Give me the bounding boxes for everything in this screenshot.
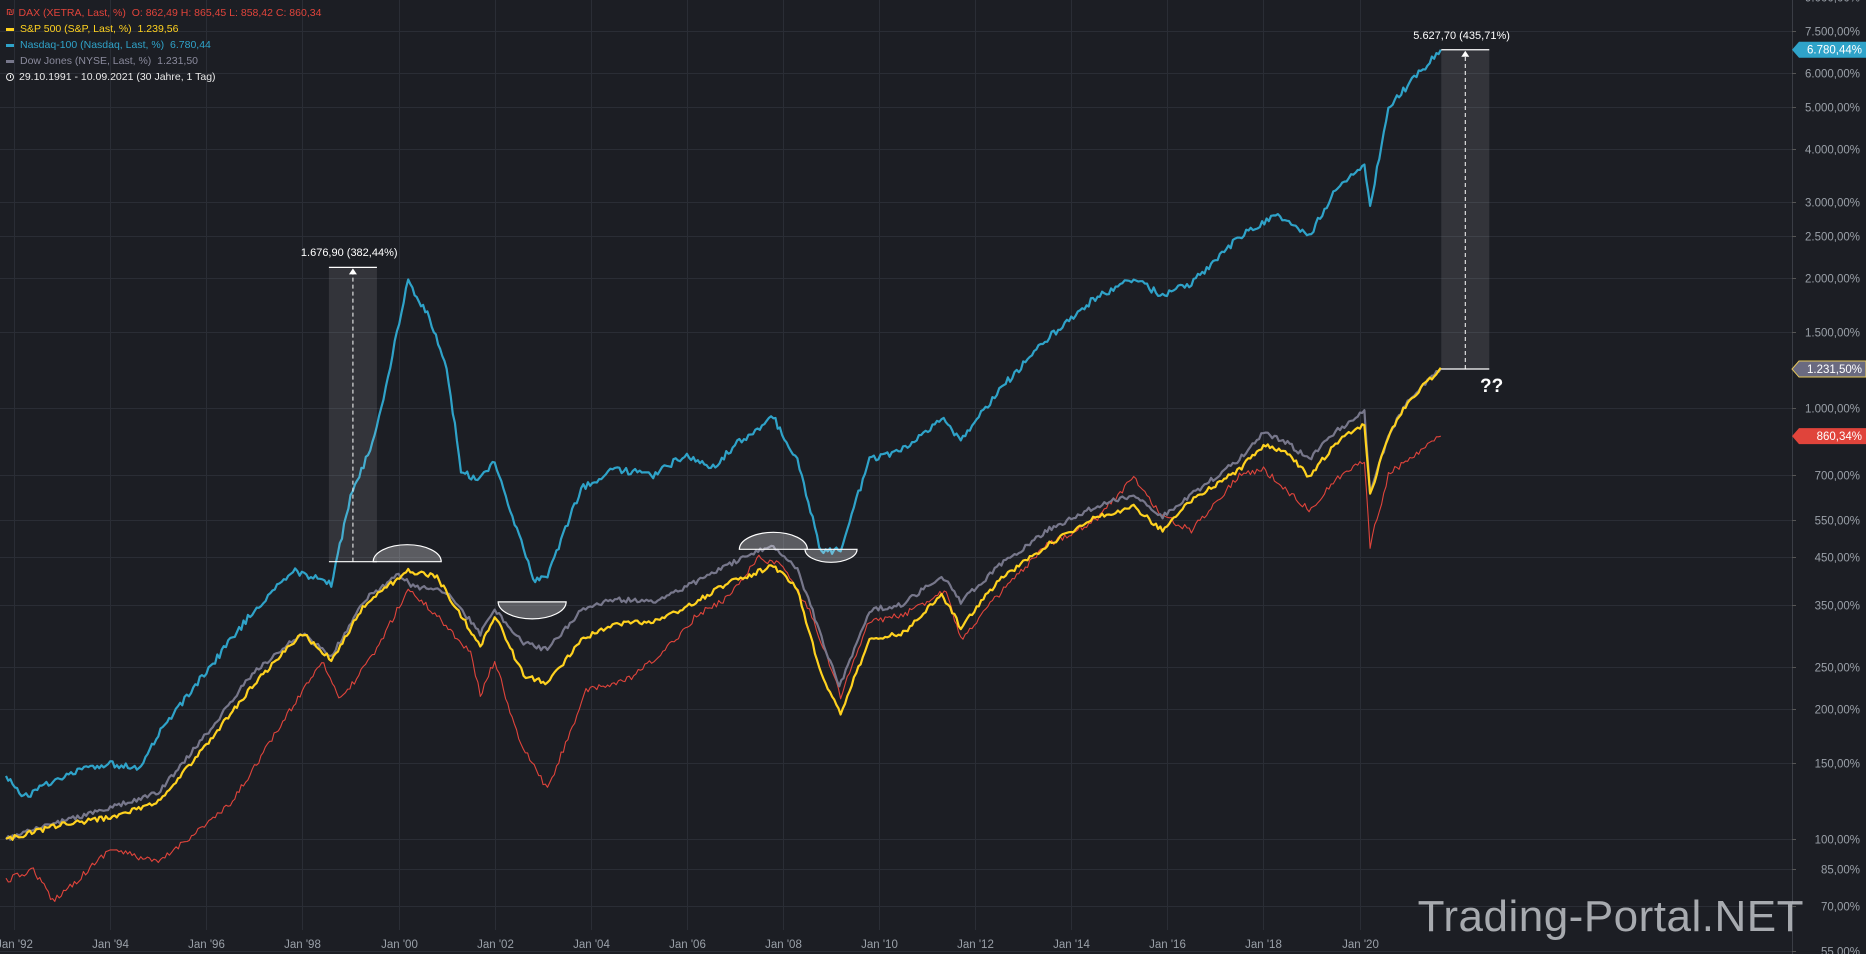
- y-tick-label: 9.000,00%: [1805, 0, 1860, 5]
- line-swatch-icon: [6, 43, 14, 47]
- y-tick-label: 150,00%: [1815, 759, 1860, 771]
- y-tick-label: 700,00%: [1815, 471, 1860, 483]
- x-tick-label: Jan '98: [284, 939, 321, 951]
- y-tick-label: 100,00%: [1815, 835, 1860, 847]
- legend: ₪ DAX (XETRA, Last, %) O: 862,49 H: 865,…: [6, 5, 321, 85]
- legend-dax[interactable]: ₪ DAX (XETRA, Last, %) O: 862,49 H: 865,…: [6, 5, 321, 21]
- y-tick-label: 1.000,00%: [1805, 404, 1860, 416]
- series-layer: [5, 49, 1442, 902]
- dax-last-value-tag: 860,34%: [1792, 428, 1866, 445]
- y-tick-label: 1.500,00%: [1805, 328, 1860, 340]
- y-tick-label: 70,00%: [1821, 902, 1860, 914]
- x-tick-label: Jan '02: [477, 939, 514, 951]
- legend-dow[interactable]: Dow Jones (NYSE, Last, %) 1.231,50: [6, 53, 321, 69]
- grid: [0, 0, 1792, 952]
- x-tick-label: Jan '08: [765, 939, 802, 951]
- measure-box: [1441, 49, 1490, 370]
- price-tag-shape: [1792, 41, 1866, 58]
- price-tag-label: 1.231,50%: [1807, 364, 1862, 376]
- measure-label-current: 5.627,70 (435,71%): [1413, 29, 1510, 42]
- y-tick-label: 2.000,00%: [1805, 274, 1860, 286]
- measure-arrowhead: [1461, 50, 1470, 57]
- x-tick-label: Jan '16: [1149, 939, 1186, 951]
- y-tick-label: 6.000,00%: [1805, 69, 1860, 81]
- y-tick-label: 2.500,00%: [1805, 232, 1860, 244]
- measure-arrowhead: [348, 268, 357, 275]
- top-arc-marker: [738, 531, 808, 550]
- sp500-series-line: [5, 367, 1442, 841]
- x-tick-label: Jan '18: [1245, 939, 1282, 951]
- x-tick-label: Jan '10: [861, 939, 898, 951]
- price-tag-label: 6.780,44%: [1807, 45, 1862, 57]
- measure-label-dotcom: 1.676,90 (382,44%): [300, 247, 398, 260]
- y-tick-label: 550,00%: [1815, 516, 1860, 528]
- legend-dax-ohlc: O: 862,49 H: 865,45 L: 858,42 C: 860,34: [131, 7, 322, 19]
- annotation-layer: [328, 49, 1490, 620]
- y-tick-label: 250,00%: [1815, 663, 1860, 675]
- legend-sp500-label: S&P 500 (S&P, Last, %): [20, 23, 132, 35]
- x-tick-label: Jan '00: [381, 939, 418, 951]
- y-tick-label: 7.500,00%: [1805, 27, 1860, 39]
- legend-nasdaq-value: 6.780,44: [170, 39, 211, 51]
- price-tag-shape: [1791, 360, 1866, 378]
- legend-dow-value: 1.231,50: [157, 55, 199, 67]
- dow-series-line: [5, 368, 1442, 841]
- nasdaq-series-line: [5, 49, 1442, 798]
- bottom-arc-marker: [497, 601, 567, 620]
- y-tick-label: 3.000,00%: [1805, 198, 1860, 210]
- legend-sp500-value: 1.239,56: [137, 23, 179, 35]
- clock-icon: [6, 73, 14, 81]
- legend-dow-label: Dow Jones (NYSE, Last, %): [20, 55, 152, 67]
- y-tick-label: 85,00%: [1821, 865, 1860, 877]
- y-tick-label: 4.000,00%: [1805, 145, 1860, 157]
- line-swatch-icon: [6, 59, 14, 63]
- dow-last-value-tag: 1.231,50%: [1791, 360, 1866, 378]
- x-tick-label: Jan '04: [573, 939, 610, 951]
- legend-dax-label: DAX (XETRA, Last, %): [18, 7, 126, 19]
- x-tick-label: Jan '92: [0, 939, 33, 951]
- dax-series-line: [5, 435, 1441, 902]
- x-tick-label: Jan '94: [92, 939, 129, 951]
- price-tag-shape: [1792, 428, 1866, 445]
- x-tick-label: Jan '12: [957, 939, 994, 951]
- candlestick-icon: ₪: [6, 7, 15, 18]
- legend-range[interactable]: 29.10.1991 - 10.09.2021 (30 Jahre, 1 Tag…: [6, 69, 321, 85]
- question-annotation: ??: [1480, 376, 1504, 397]
- x-tick-label: Jan '96: [188, 939, 225, 951]
- line-swatch-icon: [6, 27, 14, 31]
- y-tick-label: 450,00%: [1815, 553, 1860, 565]
- x-tick-label: Jan '20: [1342, 939, 1379, 951]
- watermark-logo: Trading-Portal.NET: [1417, 892, 1804, 941]
- price-tag-label: 860,34%: [1817, 431, 1862, 443]
- date-range-text: 29.10.1991 - 10.09.2021 (30 Jahre, 1 Tag…: [19, 71, 216, 83]
- y-axis-panel: [1792, 0, 1866, 954]
- x-tick-label: Jan '06: [669, 939, 706, 951]
- legend-nasdaq[interactable]: Nasdaq-100 (Nasdaq, Last, %) 6.780,44: [6, 37, 321, 53]
- y-tick-label: 55,00%: [1821, 947, 1860, 954]
- top-arc-marker: [372, 544, 442, 563]
- y-tick-label: 200,00%: [1815, 705, 1860, 717]
- x-tick-label: Jan '14: [1053, 939, 1090, 951]
- legend-nasdaq-label: Nasdaq-100 (Nasdaq, Last, %): [20, 39, 165, 51]
- bottom-arc-marker: [804, 548, 858, 563]
- nasdaq-last-value-tag: 6.780,44%: [1792, 41, 1866, 58]
- legend-sp500[interactable]: S&P 500 (S&P, Last, %) 1.239,56: [6, 21, 321, 37]
- y-tick-label: 5.000,00%: [1805, 103, 1860, 115]
- y-tick-label: 350,00%: [1815, 601, 1860, 613]
